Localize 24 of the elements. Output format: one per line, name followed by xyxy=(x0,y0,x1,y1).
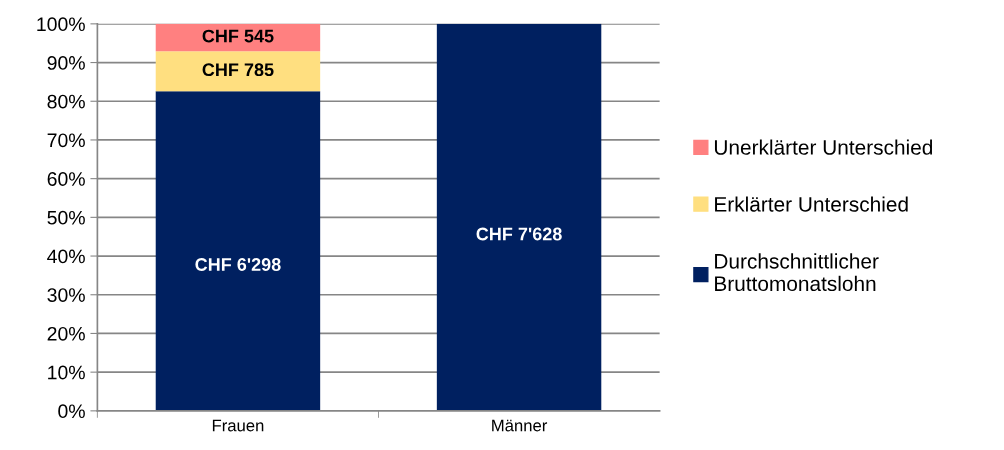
y-tick-label: 50% xyxy=(47,210,85,225)
bar xyxy=(155,51,321,92)
legend-label: Durchschnittlicher Bruttomonatslohn xyxy=(715,253,879,292)
x-tick-label: Frauen xyxy=(212,419,264,432)
y-tick-label: 30% xyxy=(47,288,85,302)
y-tick-label: 90% xyxy=(47,56,85,70)
bar xyxy=(155,23,321,52)
legend-label: Erklärter Unterschied xyxy=(715,196,908,212)
data-label: CHF 6'298 xyxy=(195,258,281,271)
x-tick-label: Männer xyxy=(492,419,548,432)
data-label: CHF 545 xyxy=(202,29,274,43)
y-tick-label: 70% xyxy=(47,133,85,148)
y-tick-label: 100% xyxy=(37,17,85,32)
y-tick-label: 10% xyxy=(48,365,85,380)
bar xyxy=(155,91,321,411)
bar xyxy=(436,23,602,411)
data-label: CHF 785 xyxy=(202,63,274,77)
data-label: CHF 7'628 xyxy=(476,227,562,241)
y-tick-label: 40% xyxy=(47,249,85,264)
y-tick-label: 60% xyxy=(47,172,85,186)
legend-label: Unerklärter Unterschied xyxy=(714,139,933,155)
y-tick-label: 80% xyxy=(47,94,85,109)
y-tick-label: 0% xyxy=(58,404,85,419)
y-tick-label: 20% xyxy=(47,326,85,341)
